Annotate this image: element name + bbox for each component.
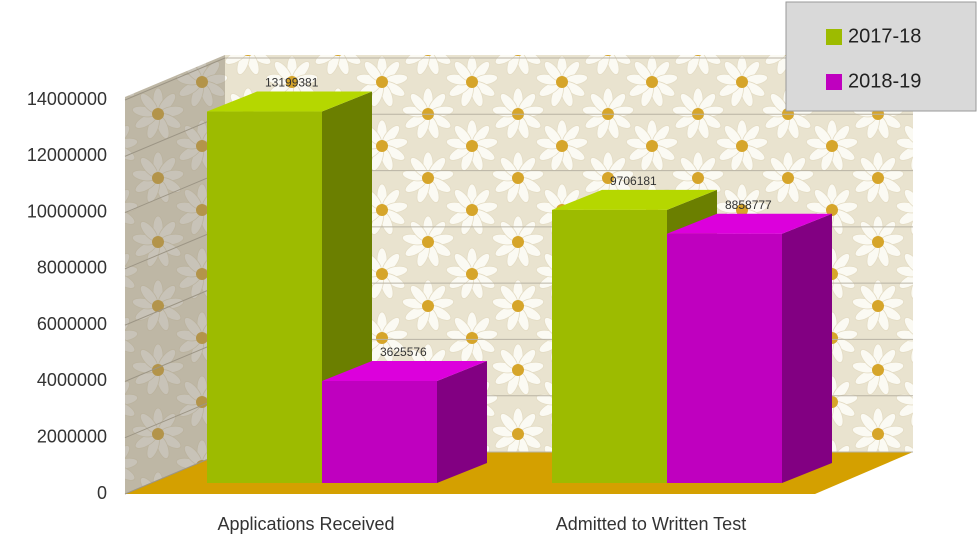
legend: 2017-18 2018-19 (826, 25, 921, 92)
side-wall-shade (125, 55, 225, 494)
legend-label: 2017-18 (848, 25, 921, 47)
labels: 0 2000000 4000000 6000000 8000000 10000000 120… (27, 76, 772, 534)
x-tick-label: Admitted to Written Test (556, 514, 746, 534)
x-tick-label: Applications Received (217, 514, 394, 534)
bar-top (207, 91, 372, 112)
bars (207, 91, 832, 483)
y-tick-label: 2000000 (37, 426, 107, 446)
value-label: 9706181 (610, 174, 657, 188)
side-wall (125, 55, 225, 494)
value-label: 13199381 (265, 76, 319, 90)
legend-label: 2018-19 (848, 70, 921, 92)
y-tick-label: 4000000 (37, 370, 107, 390)
y-tick-label: 6000000 (37, 314, 107, 334)
bar-top (552, 189, 717, 210)
side-grid-line (124, 57, 226, 101)
y-tick-label: 8000000 (37, 258, 107, 278)
value-label: 3625576 (380, 345, 427, 359)
bar-top (322, 360, 487, 381)
bar-side (437, 360, 487, 483)
y-tick-label: 10000000 (27, 201, 107, 221)
bar-side (782, 213, 832, 483)
y-tick-label: 0 (97, 483, 107, 503)
value-label: 8858777 (725, 198, 772, 212)
bar (552, 209, 667, 483)
bar (207, 111, 322, 483)
legend-swatch (826, 74, 842, 90)
legend-box (785, 1, 977, 112)
y-tick-label: 14000000 (27, 89, 107, 109)
y-tick-label: 12000000 (27, 145, 107, 165)
bar-top (667, 213, 832, 234)
legend-swatch (826, 29, 842, 45)
bar (322, 380, 437, 483)
bar (667, 233, 782, 483)
